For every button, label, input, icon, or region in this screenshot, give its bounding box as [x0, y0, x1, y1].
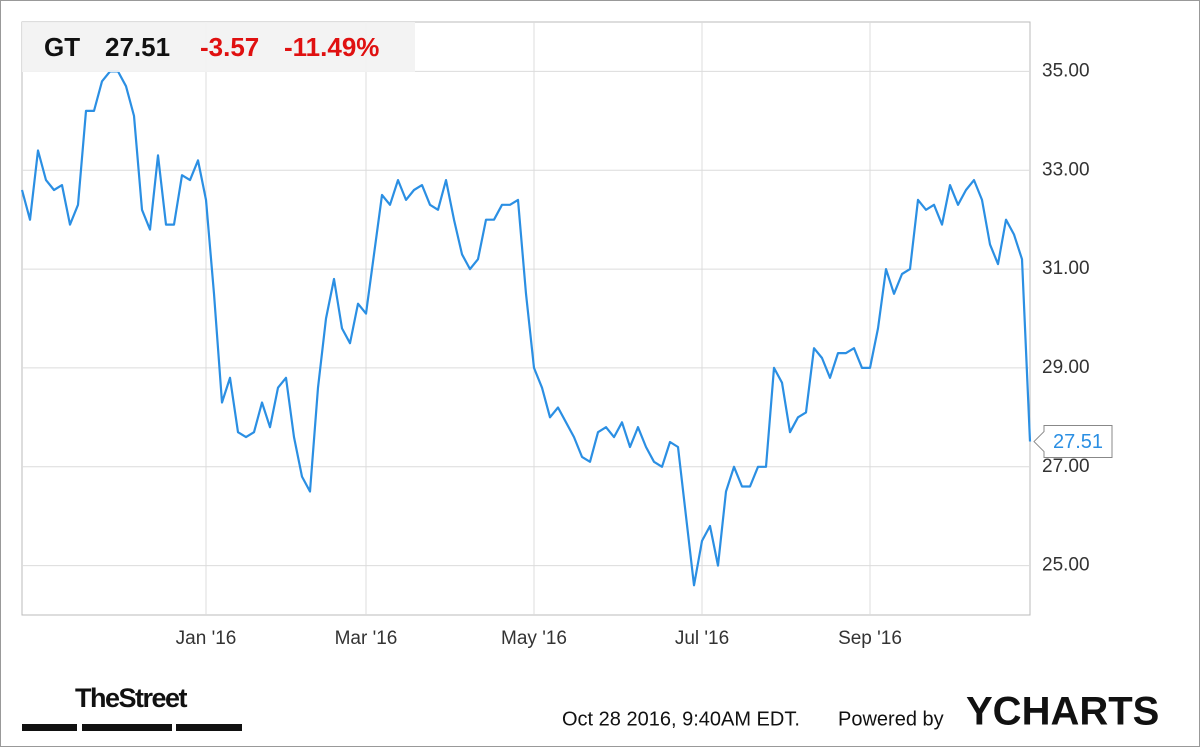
- brand-bar: [176, 724, 242, 731]
- brand-bar: [22, 724, 77, 731]
- y-tick-label: 31.00: [1042, 258, 1090, 279]
- brand-bar: [82, 724, 172, 731]
- x-tick-label: Jul '16: [675, 628, 729, 649]
- header-box: [22, 22, 415, 72]
- x-tick-label: May '16: [501, 628, 567, 649]
- provider: YCHARTS: [966, 690, 1159, 734]
- marks: [20, 70, 1032, 587]
- x-tick-label: Mar '16: [335, 628, 398, 649]
- change: -3.57: [200, 32, 259, 62]
- y-tick-label: 25.00: [1042, 555, 1090, 576]
- x-tick-label: Sep '16: [838, 628, 902, 649]
- brand: TheStreet: [75, 683, 188, 713]
- price: 27.51: [105, 32, 170, 62]
- price-line: [20, 70, 1032, 587]
- y-tick-label: 27.00: [1042, 456, 1090, 477]
- y-tick-label: 35.00: [1042, 60, 1090, 81]
- ticker: GT: [44, 32, 80, 62]
- plot-area: [21, 21, 1031, 616]
- last-value-label: 27.51: [1053, 431, 1103, 453]
- y-tick-label: 33.00: [1042, 159, 1090, 180]
- timestamp: Oct 28 2016, 9:40AM EDT.: [562, 708, 800, 730]
- change-percent: -11.49%: [284, 32, 379, 62]
- y-tick-label: 29.00: [1042, 357, 1090, 378]
- x-tick-label: Jan '16: [176, 628, 237, 649]
- last-value-callout: [1033, 425, 1113, 459]
- powered-by: Powered by: [838, 708, 944, 730]
